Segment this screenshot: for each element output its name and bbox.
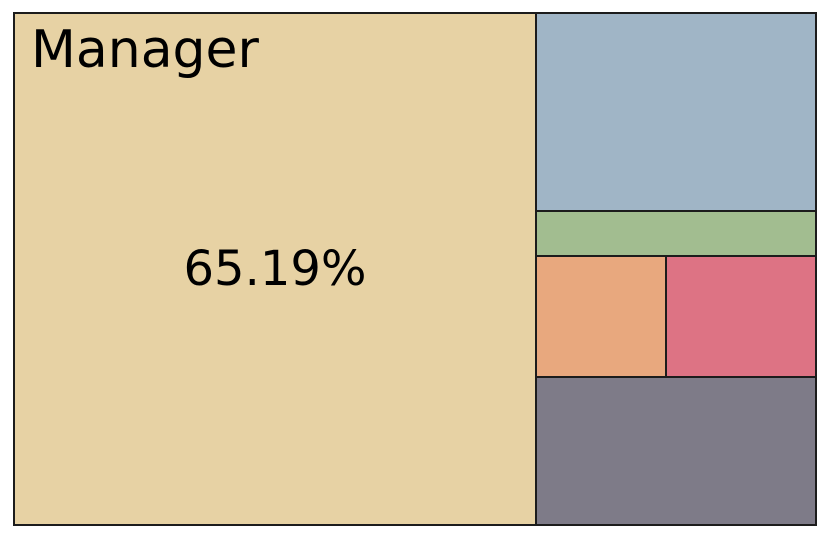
treemap-cell-cell-red [666,255,816,377]
treemap-cell-cell-green [536,210,816,256]
treemap-cell-label-manager: Manager [31,20,259,80]
treemap-cell-cell-gray [536,376,816,525]
treemap-cell-cell-blue [536,13,816,211]
treemap-cell-cell-orange [536,255,667,377]
treemap-chart: Manager 65.19% [13,12,817,526]
treemap-cell-value-manager: 65.19% [183,241,367,297]
treemap-cell-manager: Manager 65.19% [14,13,537,525]
